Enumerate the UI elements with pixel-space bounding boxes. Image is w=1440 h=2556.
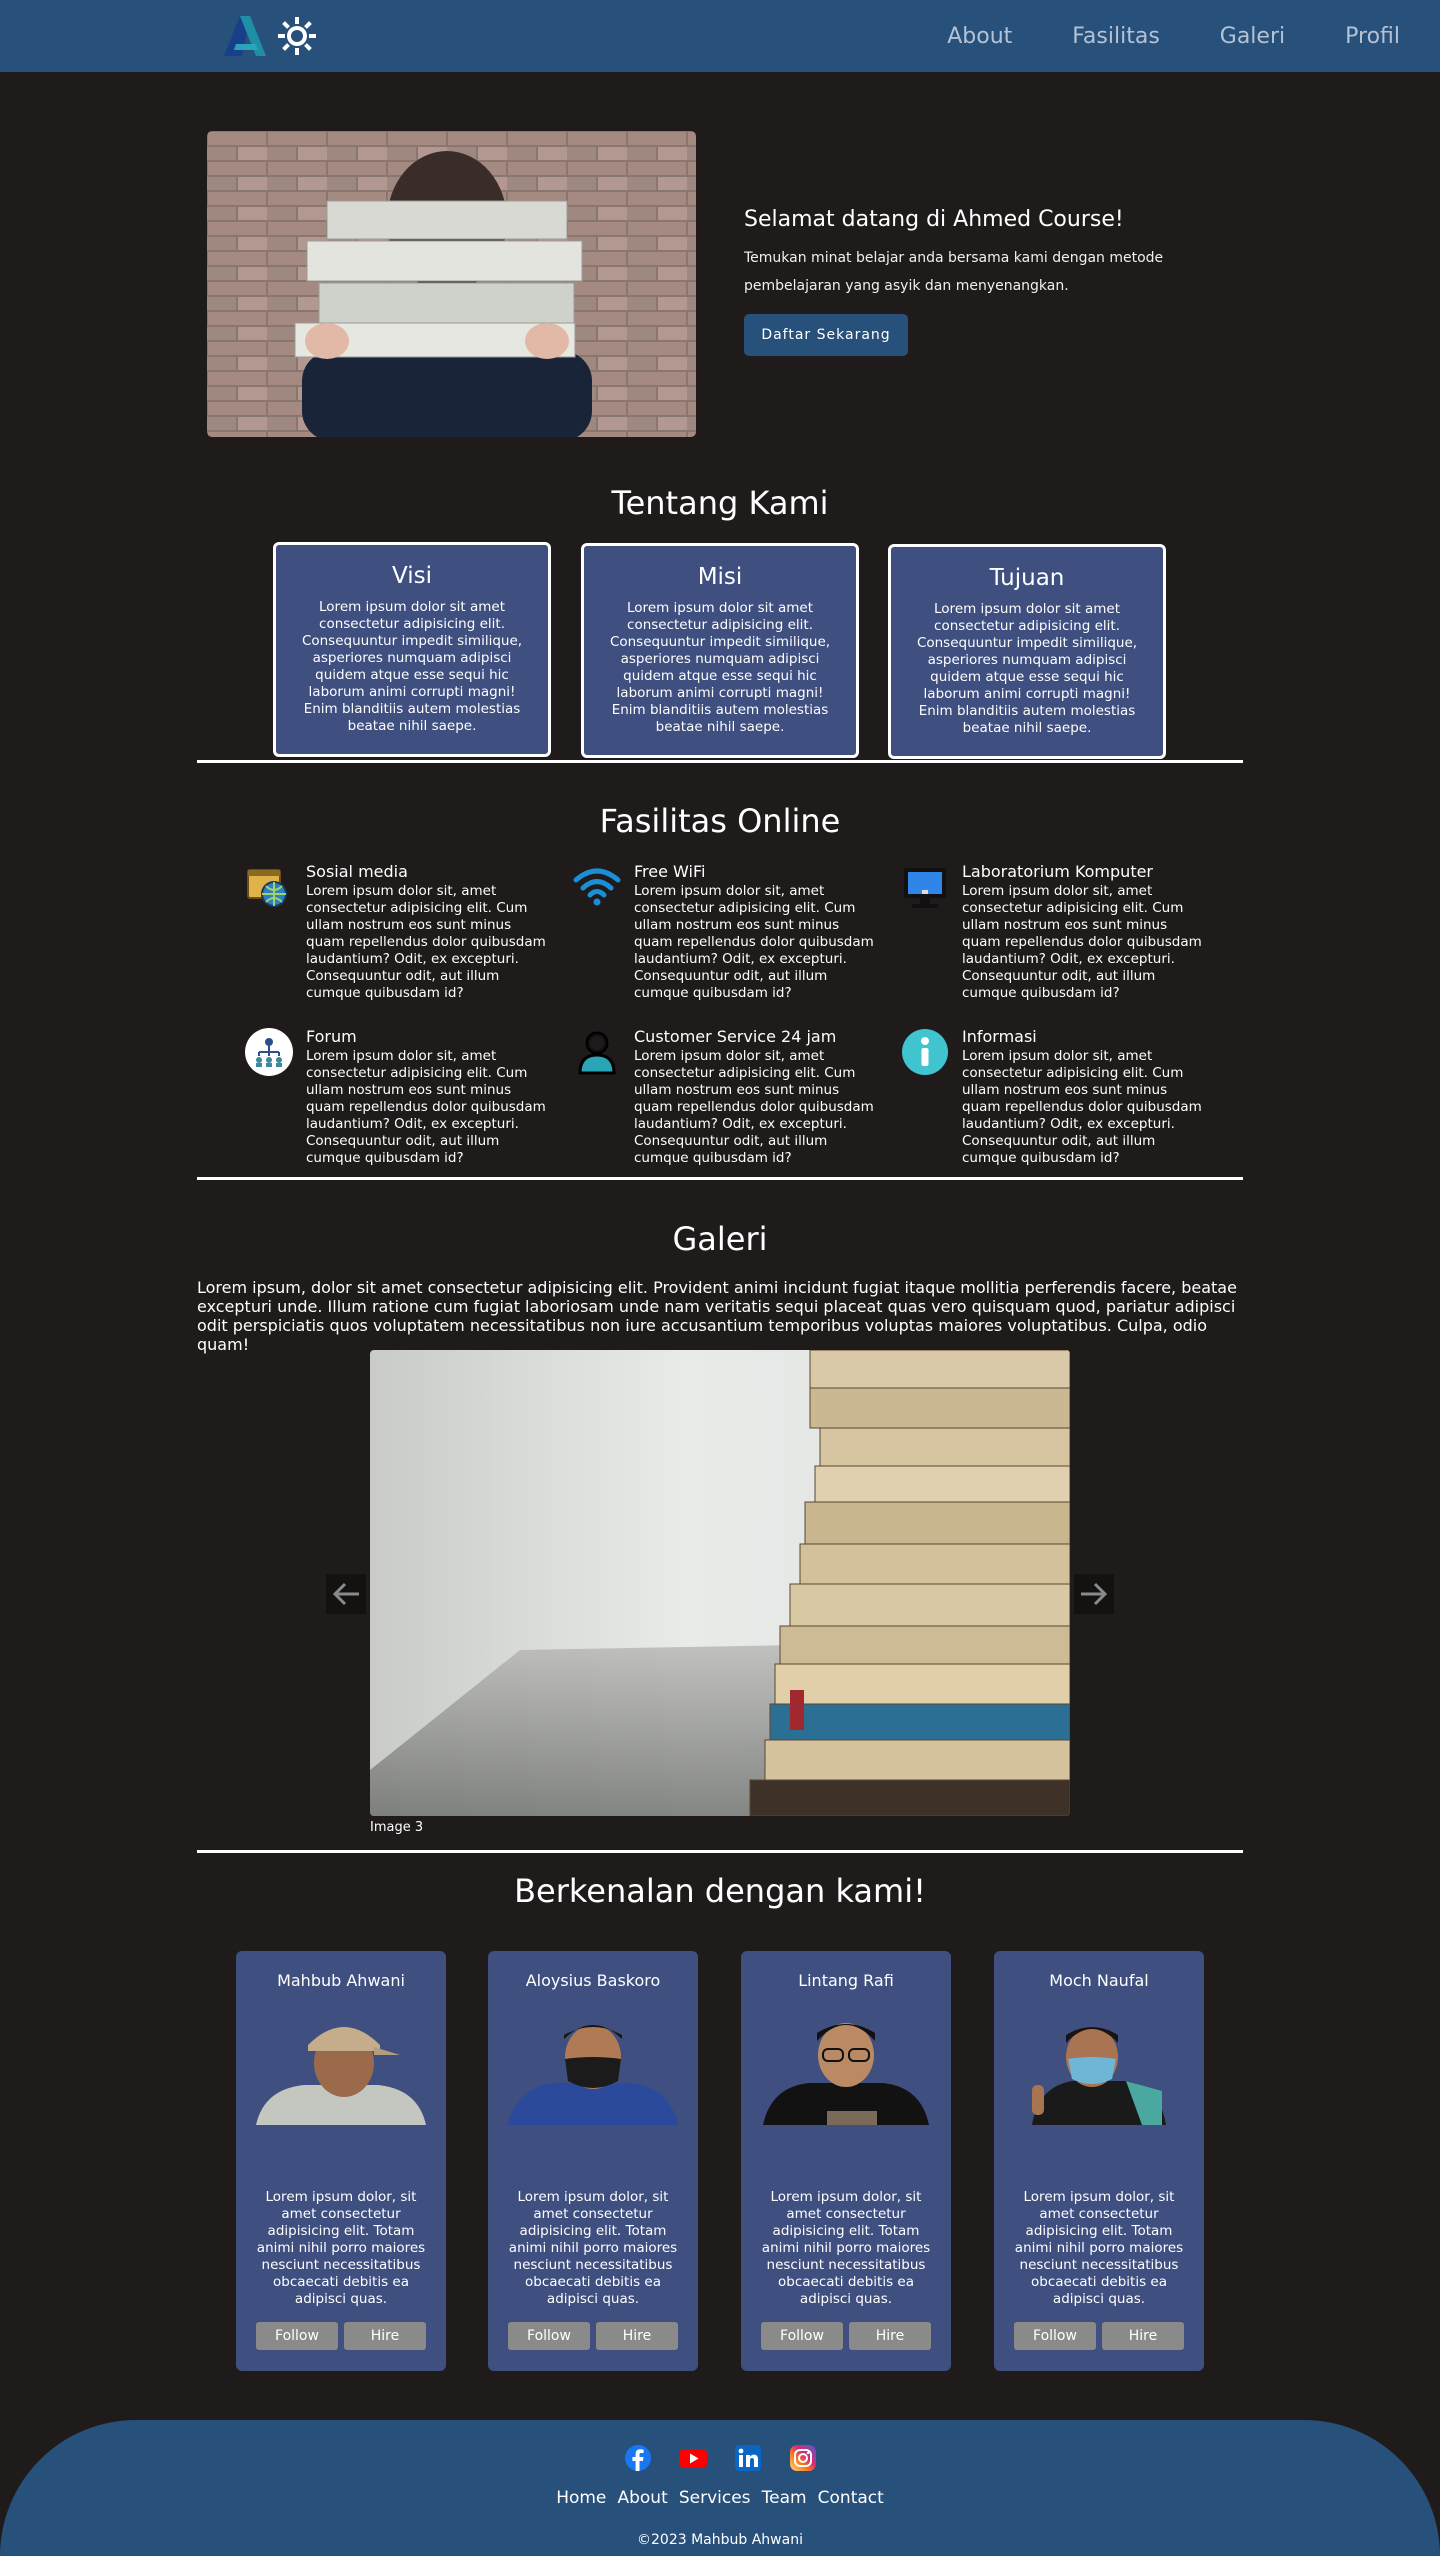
about-card-tujuan: Tujuan Lorem ipsum dolor sit amet consec…	[888, 544, 1166, 759]
team-card: Aloysius Baskoro Lorem ipsum dolor, sit …	[488, 1951, 698, 2371]
facility-text: Lorem ipsum dolor sit, amet consectetur …	[634, 1048, 874, 1166]
facility-text: Lorem ipsum dolor sit, amet consectetur …	[306, 883, 546, 1001]
facility-body: Free WiFi Lorem ipsum dolor sit, amet co…	[634, 862, 874, 1002]
instagram-icon[interactable]	[789, 2444, 817, 2472]
info-icon	[900, 1027, 950, 1077]
wifi-icon	[572, 862, 622, 912]
team-title: Berkenalan dengan kami!	[514, 1872, 926, 1910]
facility-title: Customer Service 24 jam	[634, 1027, 837, 1046]
follow-button[interactable]: Follow	[761, 2322, 843, 2350]
facility-title: Forum	[306, 1027, 357, 1046]
team-card: Moch Naufal Lorem ipsum dolor, sit amet …	[994, 1951, 1204, 2371]
footer-link-home[interactable]: Home	[556, 2488, 607, 2508]
team-card: Mahbub Ahwani Lorem ipsum dolor, sit ame…	[236, 1951, 446, 2371]
footer: Home About Services Team Contact ©2023 M…	[0, 2420, 1440, 2556]
youtube-icon[interactable]	[679, 2444, 707, 2472]
avatar	[254, 2015, 428, 2127]
facility-text: Lorem ipsum dolor sit, amet consectetur …	[962, 883, 1202, 1001]
social-links	[624, 2444, 817, 2472]
hire-button[interactable]: Hire	[596, 2322, 678, 2350]
gallery-title: Galeri	[672, 1220, 768, 1258]
brand-logo[interactable]	[222, 14, 322, 58]
team-member-text: Lorem ipsum dolor, sit amet consectetur …	[1014, 2189, 1184, 2307]
footer-link-team[interactable]: Team	[761, 2488, 807, 2508]
facility-title: Sosial media	[306, 862, 408, 881]
nav-links: About Fasilitas Galeri Profil	[947, 0, 1440, 72]
carousel-next-button[interactable]	[1074, 1574, 1114, 1614]
nav-link-profil[interactable]: Profil	[1345, 23, 1400, 49]
footer-links: Home About Services Team Contact	[0, 2488, 1440, 2508]
avatar	[506, 2015, 680, 2125]
team-member-text: Lorem ipsum dolor, sit amet consectetur …	[256, 2189, 426, 2307]
nav-link-fasilitas[interactable]: Fasilitas	[1072, 23, 1160, 49]
facility-body: Customer Service 24 jam Lorem ipsum dolo…	[634, 1027, 874, 1167]
facility-body: Laboratorium Komputer Lorem ipsum dolor …	[962, 862, 1202, 1002]
facebook-icon[interactable]	[624, 2444, 652, 2472]
team-member-name: Mahbub Ahwani	[277, 1971, 405, 1990]
about-card-text: Lorem ipsum dolor sit amet consectetur a…	[916, 601, 1138, 736]
gallery-description: Lorem ipsum, dolor sit amet consectetur …	[197, 1278, 1237, 1354]
team-member-name: Moch Naufal	[1049, 1971, 1149, 1990]
avatar	[759, 2015, 933, 2125]
facility-body: Informasi Lorem ipsum dolor sit, amet co…	[962, 1027, 1202, 1167]
facility-title: Informasi	[962, 1027, 1037, 1046]
facility-text: Lorem ipsum dolor sit, amet consectetur …	[306, 1048, 546, 1166]
register-button[interactable]: Daftar Sekarang	[744, 314, 908, 356]
forum-icon	[244, 1027, 294, 1077]
navbar: About Fasilitas Galeri Profil	[0, 0, 1440, 72]
customer-service-icon	[572, 1027, 622, 1077]
footer-link-services[interactable]: Services	[678, 2488, 751, 2508]
about-card-title: Misi	[697, 564, 743, 590]
section-divider	[197, 760, 1243, 763]
hero-description: Temukan minat belajar anda bersama kami …	[744, 250, 1164, 294]
facility-text: Lorem ipsum dolor sit, amet consectetur …	[962, 1048, 1202, 1166]
about-card-misi: Misi Lorem ipsum dolor sit amet consecte…	[581, 543, 859, 758]
follow-button[interactable]: Follow	[256, 2322, 338, 2350]
facility-text: Lorem ipsum dolor sit, amet consectetur …	[634, 883, 874, 1001]
about-card-text: Lorem ipsum dolor sit amet consectetur a…	[301, 599, 523, 734]
footer-link-about[interactable]: About	[617, 2488, 668, 2508]
about-card-title: Tujuan	[989, 565, 1065, 591]
arrow-right-icon	[1081, 1582, 1108, 1606]
facility-body: Forum Lorem ipsum dolor sit, amet consec…	[306, 1027, 546, 1167]
about-card-visi: Visi Lorem ipsum dolor sit amet consecte…	[273, 542, 551, 757]
social-media-icon	[244, 862, 294, 912]
nav-link-about[interactable]: About	[947, 23, 1013, 49]
carousel-image	[370, 1350, 1070, 1816]
about-card-text: Lorem ipsum dolor sit amet consectetur a…	[609, 600, 831, 735]
team-member-text: Lorem ipsum dolor, sit amet consectetur …	[508, 2189, 678, 2307]
facilities-title: Fasilitas Online	[599, 802, 841, 840]
hero-image	[207, 131, 696, 437]
computer-icon	[900, 862, 950, 912]
carousel-prev-button[interactable]	[326, 1574, 366, 1614]
nav-link-galeri[interactable]: Galeri	[1219, 23, 1286, 49]
follow-button[interactable]: Follow	[1014, 2322, 1096, 2350]
hero-title: Selamat datang di Ahmed Course!	[744, 207, 1124, 232]
copyright: ©2023 Mahbub Ahwani	[637, 2532, 803, 2548]
facility-title: Laboratorium Komputer	[962, 862, 1154, 881]
about-title: Tentang Kami	[611, 484, 829, 522]
section-divider	[197, 1850, 1243, 1853]
follow-button[interactable]: Follow	[508, 2322, 590, 2350]
team-member-name: Lintang Rafi	[798, 1971, 894, 1990]
hire-button[interactable]: Hire	[1102, 2322, 1184, 2350]
team-card: Lintang Rafi Lorem ipsum dolor, sit amet…	[741, 1951, 951, 2371]
hire-button[interactable]: Hire	[849, 2322, 931, 2350]
about-card-title: Visi	[392, 563, 432, 589]
linkedin-icon[interactable]	[734, 2444, 762, 2472]
carousel-caption: Image 3	[370, 1820, 424, 1835]
facility-body: Sosial media Lorem ipsum dolor sit, amet…	[306, 862, 546, 1002]
avatar	[1012, 2015, 1186, 2125]
arrow-left-icon	[332, 1582, 359, 1606]
footer-link-contact[interactable]: Contact	[817, 2488, 884, 2508]
hire-button[interactable]: Hire	[344, 2322, 426, 2350]
section-divider	[197, 1177, 1243, 1180]
team-member-text: Lorem ipsum dolor, sit amet consectetur …	[761, 2189, 931, 2307]
team-member-name: Aloysius Baskoro	[525, 1971, 661, 1990]
hero-text: Selamat datang di Ahmed Course! Temukan …	[744, 207, 1244, 356]
facility-title: Free WiFi	[634, 862, 706, 881]
